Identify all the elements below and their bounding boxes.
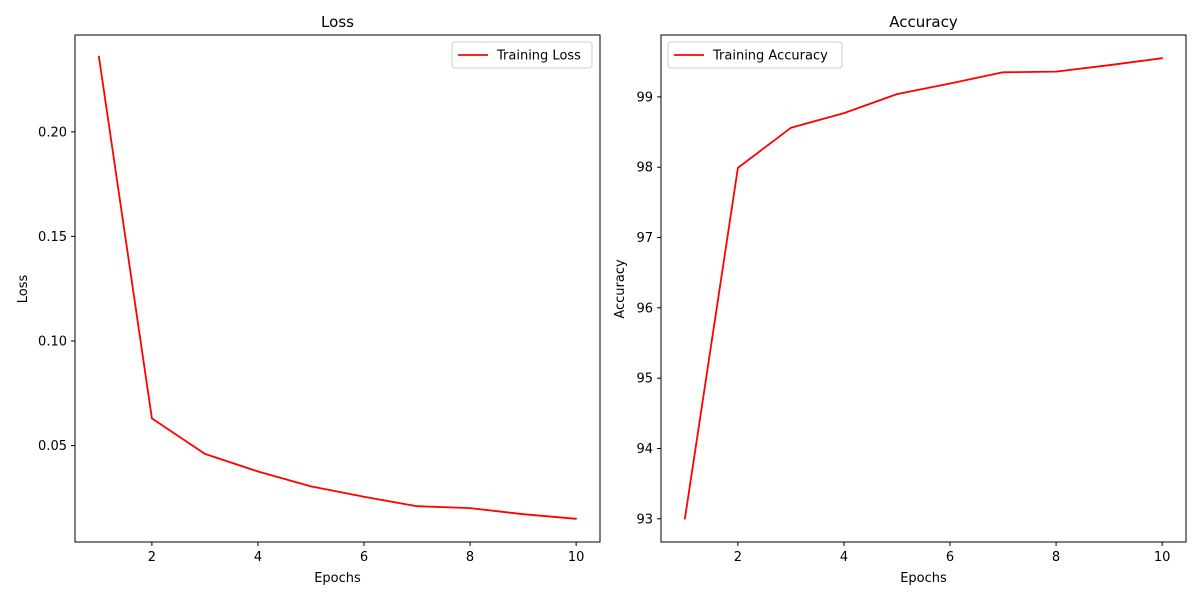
accuracy-data-point [1055, 70, 1057, 73]
loss-plot-area [75, 35, 600, 542]
loss-data-point [204, 453, 206, 455]
loss-data-point [257, 470, 259, 473]
accuracy-data-point [896, 93, 898, 95]
accuracy-axis-ticks: 2 4 6 8 10 93 94 95 96 97 98 99 [636, 90, 1170, 565]
loss-x-tick-label: 10 [568, 550, 585, 565]
loss-data-point [97, 55, 100, 58]
accuracy-plot-area [661, 35, 1186, 542]
accuracy-series-line [684, 57, 1163, 519]
loss-data-point [522, 513, 525, 516]
accuracy-data-point [736, 167, 739, 169]
loss-y-tick-label: 0.20 [38, 125, 67, 140]
accuracy-y-tick-label: 95 [636, 372, 653, 387]
accuracy-x-tick-label: 2 [734, 550, 742, 565]
accuracy-data-point [790, 126, 792, 129]
accuracy-y-tick-label: 97 [636, 231, 653, 246]
loss-series-line [98, 56, 577, 520]
loss-legend-box [451, 41, 593, 69]
loss-data-point [363, 495, 365, 498]
accuracy-x-tick-label: 8 [1052, 550, 1060, 565]
accuracy-x-tick-label: 4 [840, 550, 848, 565]
accuracy-data-point [1161, 57, 1164, 60]
loss-x-tick-label: 4 [254, 550, 262, 565]
accuracy-legend-box [667, 41, 843, 69]
loss-axes-frame [74, 34, 601, 543]
accuracy-x-tick-label: 6 [946, 550, 954, 565]
accuracy-y-tick-label: 93 [636, 512, 653, 527]
accuracy-legend-label: Training Accuracy [712, 49, 828, 64]
loss-x-tick-label: 2 [148, 550, 156, 565]
loss-data-point [416, 505, 418, 508]
accuracy-y-tick-label: 98 [636, 161, 653, 176]
accuracy-data-point [843, 112, 845, 114]
accuracy-y-tick-label: 96 [636, 301, 653, 316]
accuracy-data-point [949, 82, 951, 85]
accuracy-y-tick-label: 99 [636, 90, 653, 105]
loss-x-tick-label: 8 [466, 550, 474, 565]
accuracy-axes-frame [660, 34, 1187, 543]
loss-data-point [150, 417, 153, 420]
loss-legend-label: Training Loss [496, 49, 581, 64]
loss-x-tick-label: 6 [360, 550, 368, 565]
loss-chart: 2 4 6 8 100.050.100.150.20 Loss Epochs Loss … [16, 13, 601, 586]
accuracy-chart: 2 4 6 8 10 93 94 95 96 97 98 99 Accuracy Epochs Acc… [613, 13, 1187, 586]
loss-axis-ticks: 2 4 6 8 10 0.05 0.10 0.15 0.20 [38, 125, 584, 565]
loss-y-tick-label: 0.05 [38, 439, 67, 454]
loss-chart-title: Loss [321, 13, 354, 31]
loss-data-point [469, 507, 471, 510]
loss-data-point [575, 517, 578, 520]
loss-legend: Training Loss [451, 41, 593, 69]
accuracy-y-axis-label: Accuracy [613, 259, 628, 319]
accuracy-data-point [683, 517, 686, 520]
loss-y-tick-label: 0.15 [38, 230, 67, 245]
accuracy-data-point [1002, 71, 1004, 74]
accuracy-chart-title: Accuracy [889, 13, 958, 31]
loss-y-tick-label: 0.10 [38, 334, 67, 349]
accuracy-y-tick-label: 94 [636, 442, 653, 457]
accuracy-data-point [1108, 64, 1111, 67]
loss-x-axis-label: Epochs [314, 571, 361, 586]
loss-data-point [310, 485, 312, 488]
accuracy-x-axis-label: Epochs [900, 571, 947, 586]
accuracy-legend: Training Accuracy [667, 41, 843, 69]
loss-y-axis-label: Loss [16, 275, 31, 304]
accuracy-x-tick-label: 10 [1154, 550, 1171, 565]
